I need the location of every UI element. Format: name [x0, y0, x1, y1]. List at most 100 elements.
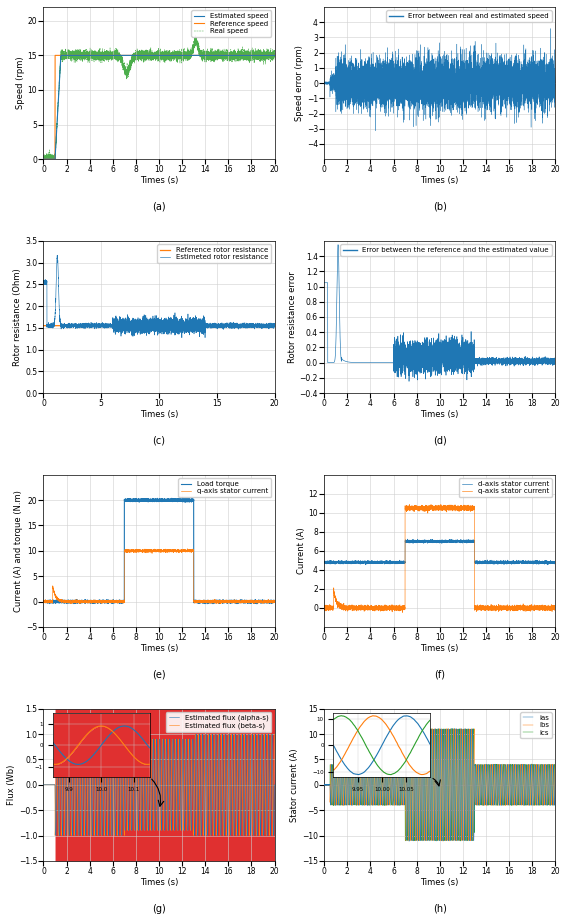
ibs — [321, 779, 328, 790]
Y-axis label: Flux (Wb): Flux (Wb) — [7, 764, 16, 805]
ibs — [492, 778, 499, 789]
ias — [405, 835, 412, 846]
Text: (b): (b) — [433, 202, 447, 212]
Estimeted rotor resistance — [211, 321, 218, 332]
ics — [492, 798, 499, 809]
Real speed — [192, 29, 199, 41]
ias — [552, 779, 558, 790]
Estimated flux (beta-s) — [187, 824, 194, 835]
Text: (h): (h) — [433, 904, 447, 914]
Estimated flux (alpha-s) — [107, 729, 114, 740]
Reference speed — [52, 50, 58, 61]
Load torque — [210, 598, 217, 609]
q-axis stator current — [211, 595, 218, 606]
Line: Estimated speed: Estimated speed — [44, 55, 274, 159]
q-axis stator current — [52, 589, 58, 600]
ias — [404, 726, 411, 737]
Legend: Load torque, q-axis stator current: Load torque, q-axis stator current — [178, 478, 271, 497]
Estimated flux (beta-s) — [124, 807, 130, 818]
Reference rotor resistance — [40, 321, 47, 332]
Line: ibs: ibs — [324, 729, 555, 841]
Estimated speed — [124, 50, 130, 61]
Y-axis label: Rotor resistance (Ohm): Rotor resistance (Ohm) — [13, 268, 22, 366]
q-axis stator current — [124, 544, 130, 555]
Line: ias: ias — [324, 729, 555, 841]
Reference speed — [124, 50, 130, 61]
q-axis stator current — [332, 593, 339, 604]
Load torque — [40, 596, 47, 607]
Legend: Error between the reference and the estimated value: Error between the reference and the esti… — [340, 244, 552, 256]
ics — [404, 820, 411, 831]
Text: (f): (f) — [434, 670, 445, 680]
d-axis stator current — [492, 557, 499, 568]
ibs — [552, 762, 558, 773]
X-axis label: Times (s): Times (s) — [421, 878, 459, 887]
Estimated flux (alpha-s) — [271, 779, 278, 790]
Estimated flux (beta-s) — [101, 830, 108, 841]
Text: (a): (a) — [152, 202, 166, 212]
Legend: Error between real and estimated speed: Error between real and estimated speed — [386, 10, 552, 22]
ias — [321, 779, 328, 790]
Legend: Estimated flux (alpha-s), Estimated flux (beta-s): Estimated flux (alpha-s), Estimated flux… — [166, 712, 271, 732]
q-axis stator current — [187, 546, 194, 557]
Text: (g): (g) — [152, 904, 166, 914]
Estimeted rotor resistance — [40, 277, 47, 288]
ibs — [505, 797, 511, 808]
ibs — [413, 723, 420, 734]
Estimated flux (beta-s) — [271, 729, 278, 740]
Load torque — [52, 596, 58, 607]
q-axis stator current — [224, 596, 231, 607]
Estimeted rotor resistance — [52, 308, 58, 319]
Estimated flux (alpha-s) — [204, 830, 211, 841]
d-axis stator current — [552, 556, 558, 567]
Estimated flux (alpha-s) — [211, 806, 218, 817]
Estimated flux (beta-s) — [177, 821, 184, 832]
Estimated flux (alpha-s) — [187, 774, 194, 785]
Load torque — [124, 494, 130, 505]
q-axis stator current — [505, 602, 511, 613]
d-axis stator current — [544, 559, 551, 570]
Legend: ias, ibs, ics: ias, ibs, ics — [521, 712, 552, 739]
X-axis label: Times (s): Times (s) — [421, 644, 459, 653]
Load torque — [271, 596, 278, 607]
Reference rotor resistance — [187, 321, 194, 332]
X-axis label: Times (s): Times (s) — [140, 878, 178, 887]
Estimeted rotor resistance — [124, 321, 130, 332]
Real speed — [40, 153, 47, 164]
Line: Estimated flux (alpha-s): Estimated flux (alpha-s) — [44, 734, 274, 835]
q-axis stator current — [40, 596, 47, 607]
Text: (c): (c) — [153, 436, 166, 446]
Real speed — [48, 161, 54, 172]
Reference rotor resistance — [52, 321, 58, 332]
X-axis label: Times (s): Times (s) — [421, 410, 459, 419]
Line: Load torque: Load torque — [44, 498, 274, 603]
d-axis stator current — [404, 533, 411, 544]
Y-axis label: Current (A): Current (A) — [297, 528, 306, 574]
Estimeted rotor resistance — [179, 332, 185, 344]
Line: Reference speed: Reference speed — [44, 55, 274, 159]
ibs — [404, 792, 411, 803]
Estimated flux (beta-s) — [40, 779, 47, 790]
Estimated speed — [211, 50, 218, 61]
Reference speed — [52, 50, 58, 61]
Reference rotor resistance — [271, 321, 278, 332]
Real speed — [187, 52, 194, 63]
Estimeted rotor resistance — [54, 250, 61, 261]
d-axis stator current — [468, 536, 475, 547]
Real speed — [224, 53, 231, 64]
q-axis stator current — [321, 603, 328, 614]
q-axis stator current — [438, 499, 445, 510]
Reference speed — [177, 50, 184, 61]
Reference speed — [40, 154, 47, 165]
Text: (d): (d) — [433, 436, 447, 446]
q-axis stator current — [399, 607, 406, 618]
ics — [552, 797, 558, 808]
Y-axis label: Stator current (A): Stator current (A) — [290, 748, 299, 822]
Line: q-axis stator current: q-axis stator current — [44, 549, 274, 603]
Real speed — [271, 45, 278, 56]
ics — [458, 822, 464, 833]
Estimeted rotor resistance — [224, 321, 231, 332]
Estimated flux (alpha-s) — [224, 820, 231, 831]
Estimated speed — [52, 153, 58, 164]
ics — [449, 723, 456, 734]
